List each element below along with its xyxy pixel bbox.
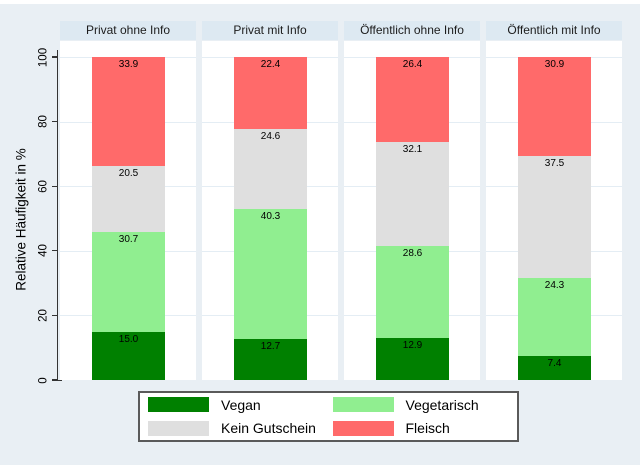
value-label: 40.3: [260, 210, 281, 222]
plot-area-öffentlich-ohne-info: 12.9 28.6 32.1 26.4: [344, 41, 480, 380]
y-tick: [52, 120, 57, 123]
y-tick: [52, 314, 57, 317]
y-axis-title: Relative Häufigkeit in %: [13, 148, 29, 291]
figure-top-margin: [0, 0, 640, 4]
bar-segment-fleisch: 30.9: [518, 56, 591, 157]
x-axis-stub: [57, 380, 62, 382]
legend-label: Fleisch: [405, 420, 450, 437]
panel-title-privat-ohne-info: Privat ohne Info: [60, 21, 196, 40]
value-label: 30.7: [118, 234, 139, 246]
bar-segment-vegan: 12.7: [234, 338, 307, 380]
bar-segment-fleisch: 33.9: [92, 56, 165, 167]
legend-item-vegan: Vegan: [148, 397, 333, 413]
value-label: 15.0: [118, 333, 139, 345]
y-tick: [52, 185, 57, 187]
bar-segment-vegan: 7.4: [518, 356, 591, 380]
y-tick-label: 0: [37, 376, 50, 384]
legend-swatch: [148, 420, 209, 436]
legend-swatch: [148, 397, 209, 413]
value-label: 24.3: [544, 279, 565, 291]
legend-item-fleisch: Fleisch: [332, 420, 518, 437]
legend-label: Vegetarisch: [405, 396, 479, 413]
value-label: 33.9: [118, 58, 139, 70]
plot-area-öffentlich-mit-info: 7.4 24.3 37.5 30.9: [486, 41, 622, 380]
y-tick: [52, 56, 57, 58]
bar-segment-vegetarisch: 28.6: [376, 245, 449, 339]
stacked-bar-öffentlich-ohne-info: 12.9 28.6 32.1 26.4: [376, 41, 449, 380]
legend-label: Kein Gutschein: [221, 420, 316, 437]
value-label: 37.5: [544, 158, 565, 170]
y-tick-label: 20: [37, 309, 50, 322]
value-label: 24.6: [260, 131, 281, 143]
y-tick-label: 80: [37, 115, 50, 128]
y-tick-label: 40: [37, 244, 50, 258]
value-label: 32.1: [402, 144, 423, 156]
value-label: 20.5: [118, 168, 139, 180]
plot-area-privat-ohne-info: 15.0 30.7 20.5 33.9: [60, 41, 196, 380]
bar-segment-vegetarisch: 40.3: [234, 208, 307, 339]
legend-swatch: [332, 397, 394, 413]
plot-area-privat-mit-info: 12.7 40.3 24.6 22.4: [202, 41, 338, 380]
y-tick-label: 100: [37, 47, 50, 67]
value-label: 30.9: [544, 58, 565, 70]
bar-segment-fleisch: 22.4: [234, 57, 307, 130]
bar-segment-vegan: 15.0: [92, 331, 165, 380]
legend-label: Vegan: [221, 396, 261, 413]
bar-segment-vegetarisch: 24.3: [518, 277, 591, 357]
y-axis-line: [57, 50, 59, 381]
legend-item-vegetarisch: Vegetarisch: [332, 396, 518, 413]
bar-segment-kein-gutschein: 24.6: [234, 129, 307, 209]
value-label: 7.4: [547, 358, 562, 370]
stacked-bar-öffentlich-mit-info: 7.4 24.3 37.5 30.9: [518, 41, 591, 380]
bar-segment-kein-gutschein: 32.1: [376, 142, 449, 246]
bar-segment-vegan: 12.9: [376, 338, 449, 380]
bar-segment-fleisch: 26.4: [376, 57, 449, 143]
y-tick-label: 60: [37, 179, 50, 193]
legend-item-kein-gutschein: Kein Gutschein: [148, 420, 333, 436]
bar-segment-kein-gutschein: 37.5: [518, 156, 591, 278]
stacked-bar-privat-mit-info: 12.7 40.3 24.6 22.4: [234, 41, 307, 380]
value-label: 22.4: [260, 59, 281, 71]
value-label: 12.7: [260, 340, 281, 352]
value-label: 28.6: [402, 247, 423, 259]
panel-title-öffentlich-mit-info: Öffentlich mit Info: [486, 21, 622, 40]
legend-swatch: [332, 420, 394, 436]
panel-title-öffentlich-ohne-info: Öffentlich ohne Info: [344, 21, 480, 40]
y-tick: [52, 379, 57, 381]
panel-title-privat-mit-info: Privat mit Info: [202, 21, 338, 40]
stacked-bar-privat-ohne-info: 15.0 30.7 20.5 33.9: [92, 41, 165, 380]
legend: Vegan Vegetarisch Kein Gutschein Fleisch: [138, 391, 519, 442]
bar-segment-kein-gutschein: 20.5: [92, 166, 165, 233]
value-label: 26.4: [402, 59, 423, 71]
y-tick: [52, 250, 57, 252]
bar-segment-vegetarisch: 30.7: [92, 232, 165, 332]
value-label: 12.9: [402, 340, 423, 352]
